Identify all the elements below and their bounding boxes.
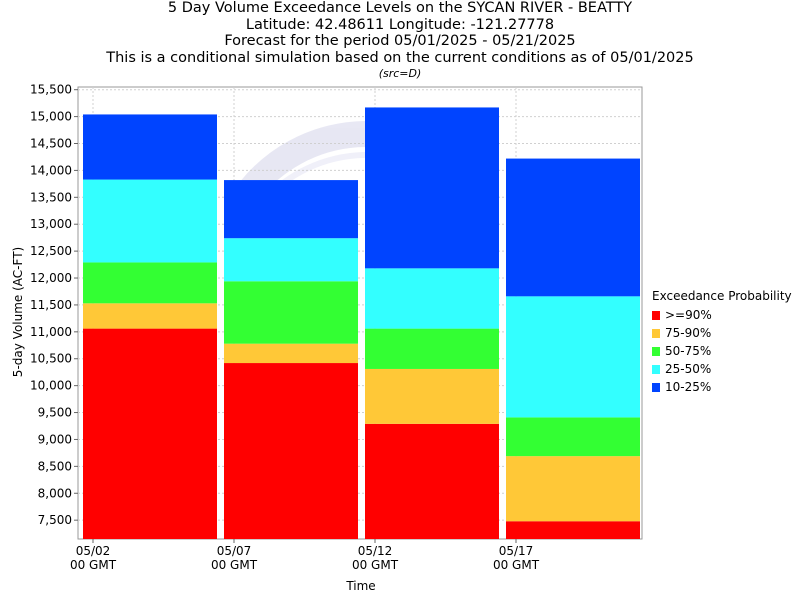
y-tick-label: 12,000 bbox=[30, 271, 72, 285]
legend-title: Exceedance Probability bbox=[652, 289, 792, 303]
bar-segment-90 bbox=[506, 521, 640, 539]
chart-title-line-3: Forecast for the period 05/01/2025 - 05/… bbox=[224, 33, 576, 49]
legend-swatch bbox=[652, 364, 660, 374]
y-tick-label: 9,000 bbox=[38, 432, 72, 446]
legend-swatch bbox=[652, 328, 660, 338]
legend-item: 75-90% bbox=[652, 324, 792, 342]
legend-item: >=90% bbox=[652, 306, 792, 324]
y-tick-label: 13,000 bbox=[30, 217, 72, 231]
legend-label: 25-50% bbox=[665, 362, 712, 376]
chart-title-line-1: 5 Day Volume Exceedance Levels on the SY… bbox=[167, 0, 633, 16]
y-tick-label: 7,500 bbox=[38, 513, 72, 527]
y-tick-label: 15,500 bbox=[30, 83, 72, 97]
chart-title-line-4: This is a conditional simulation based o… bbox=[106, 49, 694, 66]
plot-area bbox=[77, 86, 643, 540]
y-tick-label: 10,500 bbox=[30, 352, 72, 366]
legend-item: 25-50% bbox=[652, 360, 792, 378]
chart-title-line-2: Latitude: 42.48611 Longitude: -121.27778 bbox=[245, 16, 555, 33]
bar-segment-50-75 bbox=[224, 281, 358, 344]
bar-segment-75-90 bbox=[224, 343, 358, 364]
bar-segment-25-50 bbox=[506, 296, 640, 418]
bar-segment-10-25 bbox=[224, 180, 358, 239]
x-tick-label-time: 00 GMT bbox=[493, 558, 540, 572]
bar-segment-10-25 bbox=[365, 107, 499, 269]
legend: Exceedance Probability >=90% 75-90% 50-75%… bbox=[652, 289, 792, 396]
legend-swatch bbox=[652, 310, 660, 320]
y-tick-label: 10,000 bbox=[30, 379, 72, 393]
y-tick-label: 14,000 bbox=[30, 163, 72, 177]
bar-series bbox=[83, 107, 640, 539]
y-tick-label: 11,000 bbox=[30, 325, 72, 339]
bar-segment-75-90 bbox=[83, 303, 217, 329]
legend-items: >=90% 75-90% 50-75% 25-50% 10-25% bbox=[652, 306, 792, 396]
x-axis-label: Time bbox=[345, 579, 375, 593]
legend-item: 50-75% bbox=[652, 342, 792, 360]
bar-segment-50-75 bbox=[506, 417, 640, 457]
bar-segment-25-50 bbox=[83, 179, 217, 263]
y-tick-label: 8,500 bbox=[38, 459, 72, 473]
bar-segment-75-90 bbox=[365, 368, 499, 424]
bar-segment-25-50 bbox=[224, 238, 358, 282]
x-tick-label-date: 05/12 bbox=[358, 544, 393, 558]
chart-source-label: (src=D) bbox=[378, 67, 422, 80]
y-axis: 7,500 8,000 8,500 9,000 9,500 10,000 10,500 11,… bbox=[30, 83, 78, 527]
y-axis-label: 5-day Volume (AC-FT) bbox=[11, 247, 25, 377]
x-tick-label-time: 00 GMT bbox=[70, 558, 117, 572]
bar-segment-50-75 bbox=[83, 262, 217, 304]
legend-label: 10-25% bbox=[665, 380, 712, 394]
legend-label: 75-90% bbox=[665, 326, 712, 340]
y-tick-label: 14,500 bbox=[30, 137, 72, 151]
bar-segment-75-90 bbox=[506, 456, 640, 522]
bar-segment-90 bbox=[224, 363, 358, 539]
legend-label: 50-75% bbox=[665, 344, 712, 358]
y-tick-label: 13,500 bbox=[30, 190, 72, 204]
bar-segment-90 bbox=[83, 328, 217, 539]
x-tick-label-date: 05/07 bbox=[217, 544, 252, 558]
legend-label: >=90% bbox=[665, 308, 712, 322]
x-tick-label-time: 00 GMT bbox=[211, 558, 258, 572]
bar-segment-10-25 bbox=[83, 114, 217, 180]
legend-swatch bbox=[652, 346, 660, 356]
bar-segment-50-75 bbox=[365, 328, 499, 369]
x-tick-label-date: 05/02 bbox=[76, 544, 111, 558]
bar-segment-10-25 bbox=[506, 158, 640, 297]
y-tick-label: 8,000 bbox=[38, 486, 72, 500]
x-tick-label-date: 05/17 bbox=[499, 544, 534, 558]
y-tick-label: 12,500 bbox=[30, 244, 72, 258]
bar-segment-90 bbox=[365, 423, 499, 539]
y-tick-label: 9,500 bbox=[38, 406, 72, 420]
y-tick-label: 15,000 bbox=[30, 110, 72, 124]
x-tick-label-time: 00 GMT bbox=[352, 558, 399, 572]
y-tick-label: 11,500 bbox=[30, 298, 72, 312]
legend-swatch bbox=[652, 382, 660, 392]
chart-title-block: 5 Day Volume Exceedance Levels on the SY… bbox=[0, 0, 800, 81]
legend-item: 10-25% bbox=[652, 378, 792, 396]
bar-segment-25-50 bbox=[365, 268, 499, 329]
